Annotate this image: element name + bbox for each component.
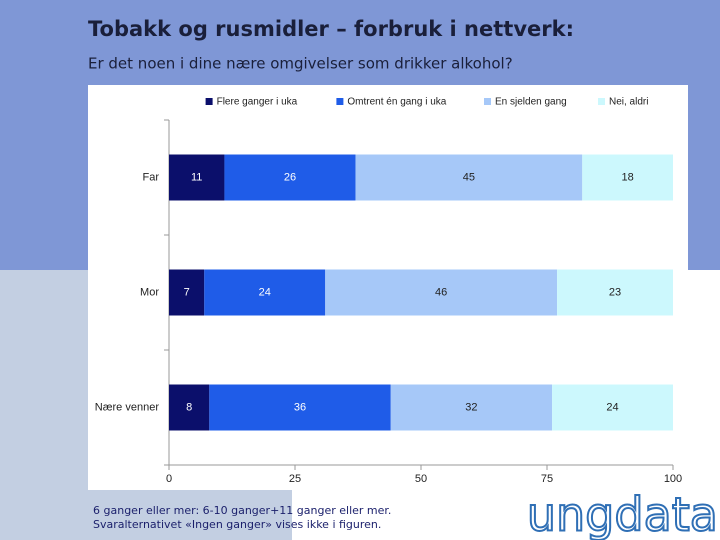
bar-segment [557, 269, 673, 316]
value-label: 45 [463, 171, 475, 183]
bar-segment [169, 384, 210, 431]
value-label: 24 [606, 401, 618, 413]
bar-segment [355, 154, 583, 201]
y-tick-label: Nære venner [95, 401, 160, 413]
value-label: 24 [259, 286, 271, 298]
value-label: 32 [465, 401, 477, 413]
x-tick-label: 75 [541, 473, 553, 485]
bar-segment [390, 384, 553, 431]
subtitle: Er det noen i dine nære omgivelser som d… [88, 55, 513, 73]
x-tick-label: 50 [415, 473, 427, 485]
footnote: 6 ganger eller mer: 6-10 ganger+11 gange… [93, 504, 391, 517]
value-label: 23 [609, 286, 621, 298]
legend-label: Nei, aldri [609, 97, 648, 108]
x-tick-label: 0 [166, 473, 172, 485]
bar-segment [209, 384, 391, 431]
value-label: 11 [191, 171, 202, 183]
y-tick-label: Mor [140, 286, 159, 298]
value-label: 7 [184, 286, 190, 298]
value-label: 46 [435, 286, 447, 298]
legend-label: En sjelden gang [495, 97, 567, 108]
legend-swatch [598, 98, 605, 105]
bar-segment [169, 269, 205, 316]
legend-label: Omtrent én gang i uka [347, 97, 446, 108]
legend-swatch [336, 98, 344, 105]
bar-segment [169, 154, 225, 201]
bar-segment [582, 154, 673, 201]
x-tick-label: 100 [664, 473, 682, 485]
value-label: 8 [186, 401, 192, 413]
legend-swatch [484, 98, 491, 105]
bar-segment [552, 384, 673, 431]
bar-segment [224, 154, 356, 201]
legend-swatch [205, 98, 213, 105]
y-tick-label: Far [143, 171, 160, 183]
value-label: 26 [284, 171, 296, 183]
value-label: 36 [294, 401, 306, 413]
footnote: Svaralternativet «Ingen ganger» vises ik… [93, 518, 381, 531]
title: Tobakk og rusmidler – forbruk i nettverk… [88, 17, 574, 41]
bar-segment [325, 269, 558, 316]
value-label: 18 [622, 171, 634, 183]
x-tick-label: 25 [289, 473, 301, 485]
bar-segment [204, 269, 326, 316]
legend-label: Flere ganger i uka [217, 97, 298, 108]
logo: ungdata [527, 488, 718, 540]
